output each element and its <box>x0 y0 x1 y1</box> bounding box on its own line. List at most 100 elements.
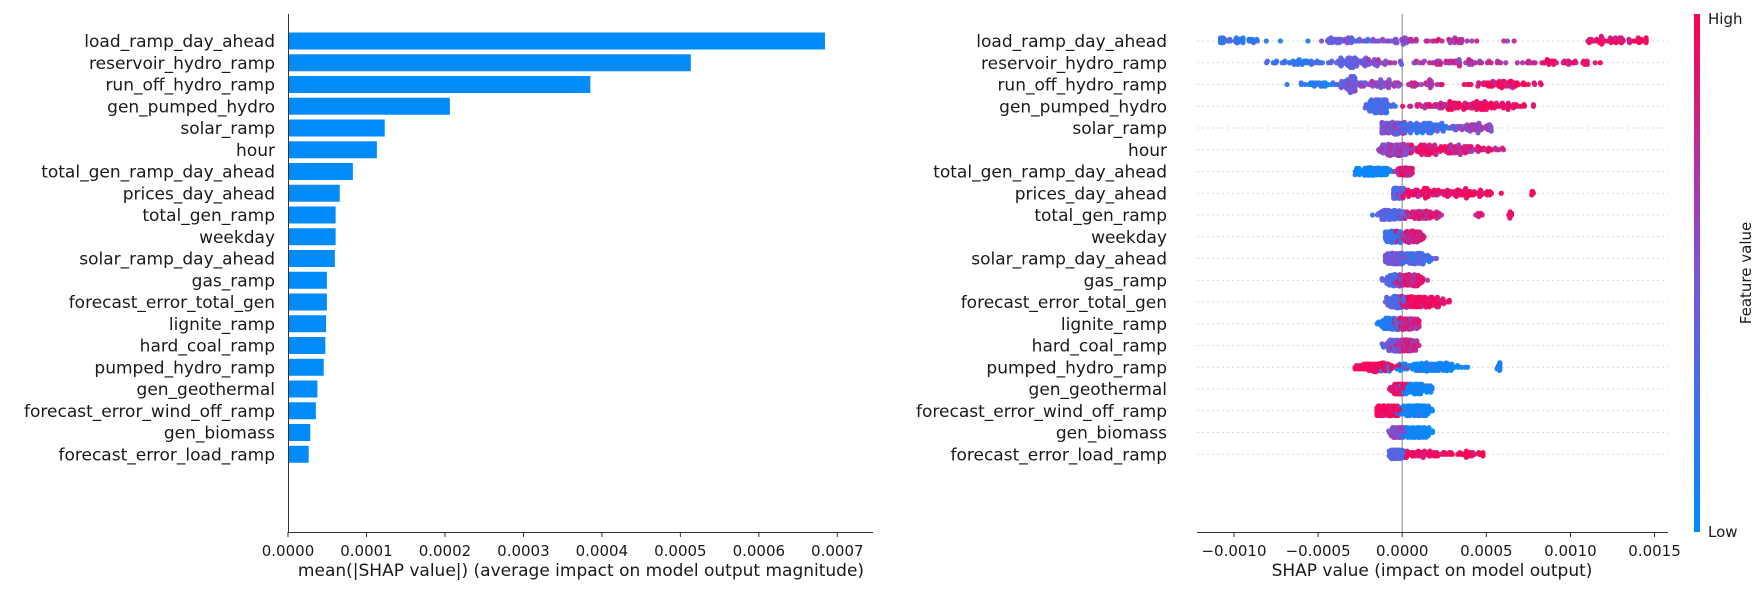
bar-chart-panel: load_ramp_day_aheadreservoir_hydro_rampr… <box>24 14 873 581</box>
beeswarm-point <box>1447 298 1452 303</box>
beeswarm-point <box>1420 130 1425 135</box>
beeswarm-point <box>1352 76 1357 81</box>
beeswarm-point <box>1593 60 1598 65</box>
beeswarm-point <box>1274 59 1279 64</box>
beeswarm-point <box>1329 59 1334 64</box>
beeswarm-point <box>1598 60 1603 65</box>
bar-mark <box>289 402 316 419</box>
beeswarm-feature-label: forecast_error_wind_off_ramp <box>916 402 1167 422</box>
beeswarm-point <box>1516 82 1521 87</box>
bar-x-tick-label: 0.0002 <box>419 542 472 560</box>
beeswarm-point <box>1399 62 1404 67</box>
beeswarm-point <box>1429 407 1434 412</box>
bar-feature-label: total_gen_ramp_day_ahead <box>41 163 275 183</box>
beeswarm-point <box>1392 60 1397 65</box>
beeswarm-point <box>1500 146 1505 151</box>
beeswarm-feature-label: reservoir_hydro_ramp <box>981 54 1167 74</box>
beeswarm-point <box>1408 150 1413 155</box>
beeswarm-point <box>1498 60 1503 65</box>
beeswarm-point <box>1422 59 1427 64</box>
beeswarm-point <box>1420 279 1425 284</box>
beeswarm-point <box>1512 38 1517 43</box>
beeswarm-point <box>1240 35 1245 40</box>
beeswarm-point <box>1439 212 1444 217</box>
bar-x-tick-label: 0.0004 <box>576 542 629 560</box>
beeswarm-point <box>1240 40 1245 45</box>
beeswarm-panel: load_ramp_day_aheadreservoir_hydro_rampr… <box>916 14 1681 581</box>
beeswarm-feature-label: load_ramp_day_ahead <box>976 32 1167 52</box>
beeswarm-point <box>1427 77 1432 82</box>
bar-mark <box>289 359 324 376</box>
beeswarm-point <box>1619 40 1624 45</box>
beeswarm-feature-label: prices_day_ahead <box>1015 184 1167 204</box>
beeswarm-point <box>1457 63 1462 68</box>
beeswarm-point <box>1430 428 1435 433</box>
beeswarm-point <box>1422 142 1427 147</box>
beeswarm-point <box>1319 38 1324 43</box>
beeswarm-point <box>1509 211 1514 216</box>
beeswarm-feature-labels: load_ramp_day_aheadreservoir_hydro_rampr… <box>916 32 1167 465</box>
bar-feature-label: solar_ramp <box>180 119 275 139</box>
beeswarm-point <box>1264 38 1269 43</box>
beeswarm-point <box>1499 191 1504 196</box>
beeswarm-point <box>1425 278 1430 283</box>
beeswarm-point <box>1480 212 1485 217</box>
beeswarm-point <box>1439 38 1444 43</box>
beeswarm-feature-label: pumped_hydro_ramp <box>986 358 1167 378</box>
beeswarm-feature-label: gen_geothermal <box>1029 380 1167 400</box>
beeswarm-point <box>1370 212 1375 217</box>
beeswarm-point <box>1585 62 1590 67</box>
beeswarm-point <box>1474 38 1479 43</box>
beeswarm-point <box>1305 38 1310 43</box>
beeswarm-point <box>1400 104 1405 109</box>
beeswarm-point <box>1477 59 1482 64</box>
bar-feature-label: reservoir_hydro_ramp <box>89 54 275 74</box>
beeswarm-point <box>1265 59 1270 64</box>
bar-feature-label: forecast_error_load_ramp <box>59 445 276 465</box>
beeswarm-point <box>1505 38 1510 43</box>
beeswarm-point <box>1465 365 1470 370</box>
beeswarm-feature-label: gas_ramp <box>1084 271 1167 291</box>
bar-mark <box>289 185 340 202</box>
bar-x-tick-label: 0.0003 <box>497 542 550 560</box>
beeswarm-point <box>1352 55 1357 60</box>
bar-feature-label: run_off_hydro_ramp <box>105 76 275 96</box>
bar-mark <box>289 337 325 354</box>
beeswarm-point <box>1416 324 1421 329</box>
beeswarm-point <box>1573 60 1578 65</box>
bar-feature-label: gen_geothermal <box>137 380 275 400</box>
bar-feature-label: gen_biomass <box>164 424 275 444</box>
beeswarm-feature-label: hour <box>1128 141 1167 161</box>
bar-x-tick-label: 0.0001 <box>340 542 393 560</box>
bar-mark <box>289 315 326 332</box>
beeswarm-point <box>1434 256 1439 261</box>
beeswarm-point <box>1459 40 1464 45</box>
beeswarm-feature-label: lignite_ramp <box>1061 315 1167 335</box>
beeswarm-point <box>1439 121 1444 126</box>
bar-feature-label: total_gen_ramp <box>142 206 275 226</box>
bar-x-tick-label: 0.0005 <box>654 542 707 560</box>
beeswarm-point <box>1599 34 1604 39</box>
bar-x-tick-label: 0.0007 <box>811 542 864 560</box>
beeswarm-point <box>1396 84 1401 89</box>
beeswarm-point <box>1415 187 1420 192</box>
beeswarm-point <box>1489 129 1494 134</box>
bar-feature-label: hard_coal_ramp <box>140 337 275 357</box>
bar-feature-label: weekday <box>199 228 275 248</box>
bar-feature-label: forecast_error_total_gen <box>69 293 275 313</box>
bar-feature-label: hour <box>236 141 275 161</box>
beeswarm-point <box>1416 318 1421 323</box>
beeswarm-point <box>1619 35 1624 40</box>
bar-feature-label: prices_day_ahead <box>123 184 275 204</box>
bar-mark <box>289 163 353 180</box>
beeswarm-point <box>1391 102 1396 107</box>
beeswarm-point <box>1413 348 1418 353</box>
beeswarm-point <box>1421 236 1426 241</box>
beeswarm-point <box>1386 77 1391 82</box>
bar-mark <box>289 54 691 71</box>
beeswarm-point <box>1487 122 1492 127</box>
beeswarm-point <box>1416 343 1421 348</box>
